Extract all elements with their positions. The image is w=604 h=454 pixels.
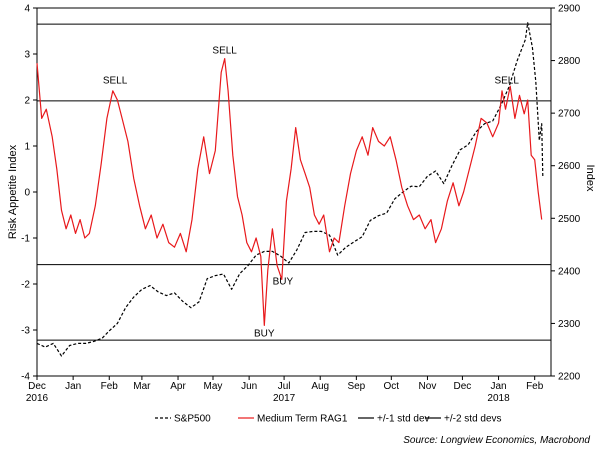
left-tick-label: 0: [24, 188, 30, 199]
x-tick-label: Jan: [490, 381, 506, 392]
right-axis-ticks: 2200 2300 2400 2500 2600 2700 2800 2900: [551, 4, 581, 383]
x-tick-label: Jun: [241, 381, 257, 392]
left-axis-title: Risk Appetite Index: [7, 144, 19, 239]
x-tick-label: Jan: [65, 381, 81, 392]
x-tick-label: Apr: [170, 381, 186, 392]
x-tick-label: Feb: [101, 381, 119, 392]
left-tick-label: -1: [21, 234, 30, 245]
right-tick-label: 2300: [558, 319, 581, 330]
x-tick-label: Nov: [419, 381, 437, 392]
x-tick-label: Aug: [311, 381, 329, 392]
x-year-label: 2016: [26, 393, 49, 404]
left-tick-label: 1: [24, 142, 30, 153]
right-tick-label: 2900: [558, 4, 581, 15]
right-axis-title: Index: [584, 165, 596, 192]
legend: S&P500 Medium Term RAG1 +/-1 std dev +/-2 s…: [155, 414, 502, 425]
left-tick-label: 3: [24, 50, 30, 61]
x-tick-label: May: [204, 381, 223, 392]
right-tick-label: 2400: [558, 266, 581, 277]
right-tick-label: 2800: [558, 56, 581, 67]
left-axis-ticks: -4 -3 -2 -1 0 1 2 3 4: [21, 4, 37, 383]
reference-lines: [37, 23, 551, 341]
left-tick-label: 2: [24, 96, 30, 107]
right-tick-label: 2700: [558, 109, 581, 120]
plot-frame: [36, 7, 552, 377]
right-tick-label: 2600: [558, 161, 581, 172]
series-line-rag1: [36, 58, 543, 326]
x-year-label: 2017: [273, 393, 296, 404]
legend-label: +/-1 std dev: [377, 414, 430, 425]
left-tick-label: -2: [21, 280, 30, 291]
legend-label: S&P500: [174, 414, 211, 425]
x-year-label: 2018: [487, 393, 510, 404]
legend-label: +/-2 std devs: [444, 414, 502, 425]
annotation-sell: SELL: [494, 76, 519, 87]
x-tick-label: Oct: [384, 381, 400, 392]
left-tick-label: 4: [24, 4, 30, 15]
x-tick-label: Mar: [133, 381, 151, 392]
x-tick-label: Dec: [28, 381, 46, 392]
annotations: SELL SELL SELL BUY BUY: [103, 45, 520, 339]
x-tick-label: Dec: [454, 381, 472, 392]
annotation-sell: SELL: [103, 76, 128, 87]
annotation-buy: BUY: [254, 329, 275, 340]
annotation-buy: BUY: [273, 277, 294, 288]
left-tick-label: -3: [21, 326, 30, 337]
legend-label: Medium Term RAG1: [257, 414, 348, 425]
x-tick-label: Feb: [526, 381, 544, 392]
left-tick-label: -4: [21, 372, 30, 383]
right-tick-label: 2500: [558, 214, 581, 225]
source-note: Source: Longview Economics, Macrobond: [403, 435, 590, 446]
series-line-sp500: [36, 22, 544, 357]
right-tick-label: 2200: [558, 372, 581, 383]
annotation-sell: SELL: [212, 45, 237, 56]
x-tick-label: Sep: [347, 381, 365, 392]
x-tick-label: Jul: [278, 381, 291, 392]
series-layer: [36, 22, 544, 357]
